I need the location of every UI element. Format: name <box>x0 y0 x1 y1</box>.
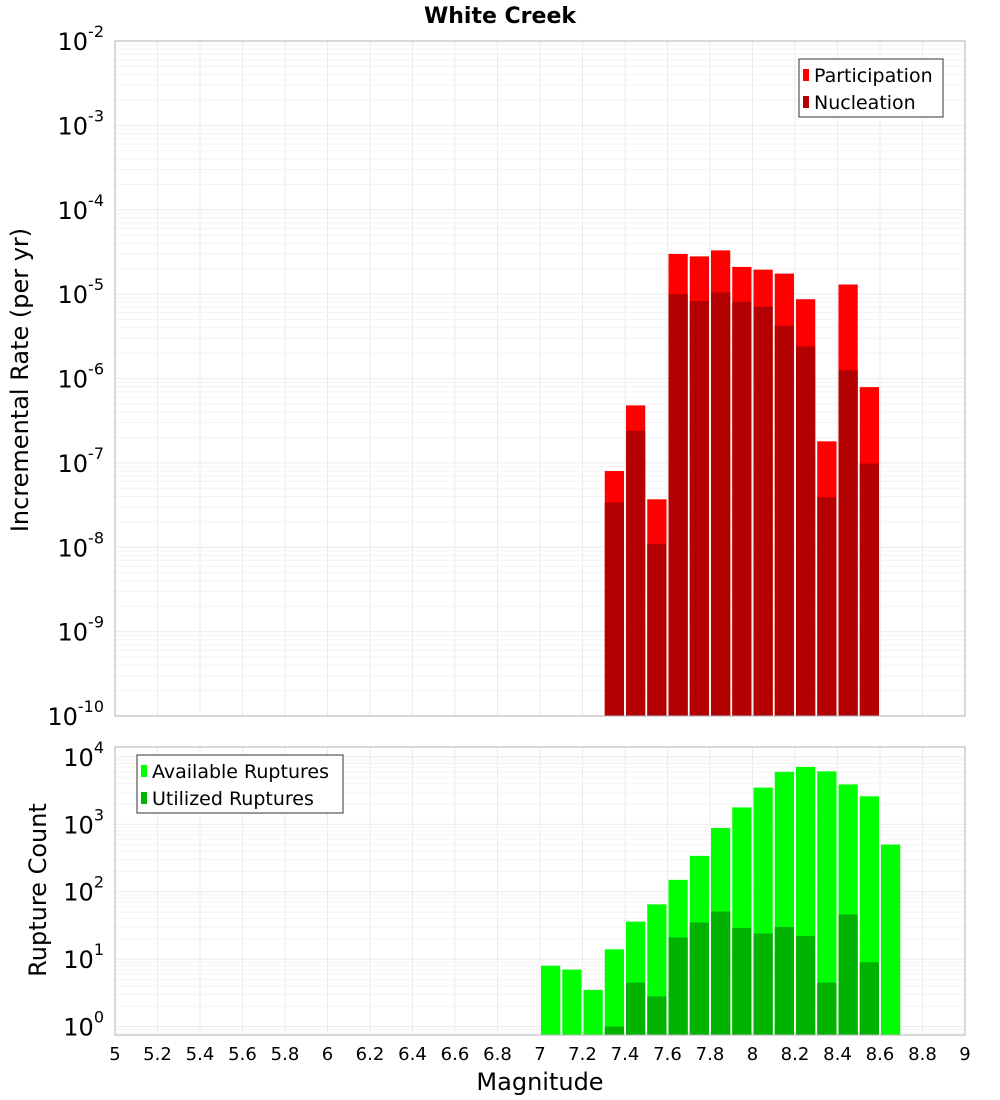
x-tick-label: 6.8 <box>483 1044 512 1065</box>
y-tick-label: 103 <box>63 805 104 839</box>
x-tick-label: 9 <box>959 1044 970 1065</box>
x-tick-label: 7 <box>534 1044 545 1065</box>
x-tick-label: 7.6 <box>653 1044 682 1065</box>
bar-utilized-ruptures <box>753 933 773 1035</box>
bar-nucleation <box>668 294 688 716</box>
top-y-axis-label: Incremental Rate (per yr) <box>6 228 34 532</box>
bar-available-ruptures <box>604 949 624 1035</box>
legend-box <box>798 58 944 118</box>
bar-available-ruptures <box>817 771 837 1035</box>
x-tick-label: 8 <box>747 1044 758 1065</box>
bar-utilized-ruptures <box>817 982 837 1035</box>
bottom-plot-frame <box>114 746 966 1036</box>
y-tick-label: 10-4 <box>58 191 105 225</box>
bar-nucleation <box>838 370 858 716</box>
x-tick-label: 5.4 <box>186 1044 215 1065</box>
bar-nucleation <box>711 292 731 716</box>
y-tick-label: 101 <box>63 940 104 974</box>
bottom-y-axis-label: Rupture Count <box>24 803 52 977</box>
top-plot-frame <box>114 40 966 717</box>
x-tick-labels: 5 5.2 5.4 5.6 5.8 6 6.2 6.4 6.6 6.8 7 7.2 7.4 7.6 7.8 8… <box>109 1044 970 1065</box>
bar-utilized-ruptures <box>774 926 794 1035</box>
x-tick-label: 7.8 <box>696 1044 725 1065</box>
bar-utilized-ruptures <box>647 996 667 1035</box>
bar-utilized-ruptures <box>711 911 731 1035</box>
y-tick-label: 10-9 <box>58 613 105 647</box>
x-tick-label: 6.4 <box>398 1044 427 1065</box>
legend-label: Available Ruptures <box>152 761 329 783</box>
bottom-legend: Available Ruptures Utilized Ruptures <box>136 754 344 814</box>
legend-label: Nucleation <box>814 92 916 114</box>
legend-label: Utilized Ruptures <box>152 788 314 810</box>
bar-available-ruptures <box>541 965 561 1035</box>
y-tick-label: 100 <box>63 1008 104 1042</box>
bar-nucleation <box>647 543 667 716</box>
bar-nucleation <box>732 301 752 716</box>
x-tick-label: 6 <box>322 1044 333 1065</box>
bar-utilized-ruptures <box>732 927 752 1035</box>
bar-nucleation <box>796 346 816 716</box>
x-tick-label: 8.6 <box>866 1044 895 1065</box>
x-tick-label: 7.2 <box>568 1044 597 1065</box>
bottom-y-tick-labels: 100 101 102 103 104 <box>63 738 104 1042</box>
bar-available-ruptures <box>881 844 901 1035</box>
bar-utilized-ruptures <box>626 982 646 1035</box>
bar-utilized-ruptures <box>668 937 688 1035</box>
y-tick-label: 10-5 <box>58 275 105 309</box>
x-tick-label: 8.8 <box>908 1044 937 1065</box>
x-tick-label: 5.6 <box>228 1044 257 1065</box>
x-tick-label: 6.6 <box>441 1044 470 1065</box>
bar-utilized-ruptures <box>604 1026 624 1035</box>
top-y-tick-labels: 10-10 10-9 10-8 10-7 10-6 10-5 10-4 10-3 10-2 <box>47 22 104 731</box>
bar-utilized-ruptures <box>689 922 709 1035</box>
x-tick-label: 5.2 <box>143 1044 172 1065</box>
bar-nucleation <box>604 502 624 716</box>
top-plot-grid <box>114 40 966 717</box>
bar-nucleation <box>817 497 837 716</box>
bar-utilized-ruptures <box>838 914 858 1035</box>
y-tick-label: 10-7 <box>58 444 105 478</box>
legend-label: Participation <box>814 65 933 87</box>
y-tick-label: 10-10 <box>47 697 104 731</box>
bar-nucleation <box>859 463 879 716</box>
top-plot-bars <box>604 250 879 717</box>
y-tick-label: 10-2 <box>58 22 105 56</box>
bar-nucleation <box>626 430 646 716</box>
bar-nucleation <box>689 300 709 716</box>
y-tick-label: 102 <box>63 873 104 907</box>
bar-nucleation <box>753 306 773 716</box>
bar-utilized-ruptures <box>859 962 879 1035</box>
bar-utilized-ruptures <box>796 936 816 1035</box>
legend-swatch <box>141 765 147 777</box>
bar-available-ruptures <box>583 989 603 1035</box>
y-tick-label: 10-6 <box>58 360 105 394</box>
x-tick-label: 5.8 <box>271 1044 300 1065</box>
bar-available-ruptures <box>562 969 582 1035</box>
y-tick-label: 10-3 <box>58 106 105 140</box>
y-tick-label: 10-8 <box>58 528 105 562</box>
bottom-plot-bars <box>541 766 901 1035</box>
legend-swatch <box>803 96 809 108</box>
bar-nucleation <box>774 325 794 716</box>
top-legend: Participation Nucleation <box>798 58 944 118</box>
chart-title: White Creek <box>424 4 577 29</box>
x-axis-label: Magnitude <box>476 1068 603 1096</box>
x-tick-label: 8.2 <box>781 1044 810 1065</box>
legend-swatch <box>141 792 147 804</box>
y-tick-label: 104 <box>63 738 104 772</box>
x-tick-label: 6.2 <box>356 1044 385 1065</box>
x-tick-label: 7.4 <box>611 1044 640 1065</box>
legend-swatch <box>803 69 809 81</box>
x-tick-label: 5 <box>109 1044 120 1065</box>
x-tick-label: 8.4 <box>823 1044 852 1065</box>
legend-box <box>136 754 344 814</box>
